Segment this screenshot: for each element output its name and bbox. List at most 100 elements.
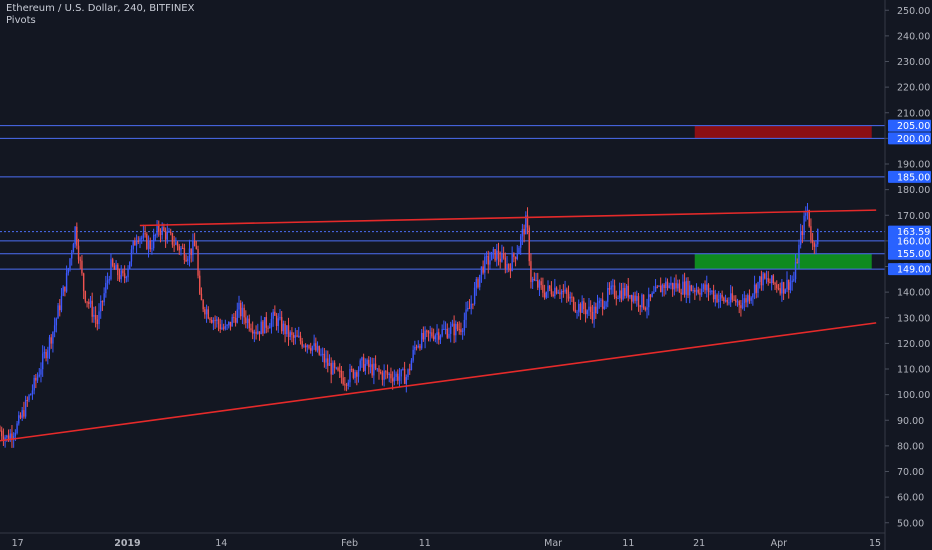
candle-body [115, 264, 117, 270]
candle-body [250, 328, 252, 331]
time-tick-label: 21 [693, 538, 705, 549]
candle-body [772, 275, 775, 284]
candle-body [403, 368, 406, 384]
candle-body [644, 308, 647, 310]
candle-body [164, 230, 167, 240]
candle-body [514, 256, 517, 259]
candle-body [279, 317, 281, 319]
candle-body [47, 350, 49, 359]
candle-body [129, 261, 131, 269]
candle-body [598, 300, 600, 304]
candle-body [262, 321, 264, 334]
candle-body [395, 373, 397, 377]
price-tick-label: 250.00 [897, 6, 930, 17]
candle-body [762, 273, 764, 286]
time-tick-label: 14 [215, 538, 227, 549]
candle-body [508, 263, 510, 269]
candle-body [320, 354, 322, 356]
time-axis[interactable]: 17 2019 14 Feb 11 Mar 11 21 Apr 15 [0, 532, 885, 549]
candle-body [299, 335, 302, 342]
candle-body [207, 309, 209, 319]
candle-body [204, 309, 206, 315]
candle-body [767, 278, 769, 282]
candle-body [608, 288, 611, 290]
candle-body [265, 317, 268, 328]
candle-body [706, 284, 708, 291]
candle-body [105, 282, 107, 294]
candle-body [735, 299, 737, 303]
candle-body [518, 247, 520, 254]
candle-body [190, 248, 192, 255]
candle-body [400, 369, 402, 377]
candle-body [135, 241, 138, 246]
candle-body [94, 314, 97, 320]
candle-body [451, 323, 454, 327]
candle-body [438, 332, 440, 340]
candle-body [581, 301, 583, 313]
candle-body [494, 249, 496, 261]
candle-body [296, 335, 298, 337]
candle-body [161, 227, 163, 235]
candle-body [641, 294, 643, 308]
candle-body [615, 296, 617, 299]
candle-body [28, 395, 30, 401]
candle-body [43, 351, 46, 354]
candles-layer [0, 202, 819, 448]
candle-body [482, 266, 484, 273]
candle-body [98, 311, 100, 325]
candle-body [234, 317, 237, 323]
candle-body [537, 279, 539, 288]
price-badge [888, 119, 931, 132]
candle-body [571, 296, 573, 298]
candle-body [340, 370, 343, 378]
candle-body [666, 281, 669, 288]
candle-body [111, 259, 114, 266]
candle-body [67, 268, 69, 274]
candle-body [195, 246, 198, 250]
candle-body [750, 297, 752, 301]
candle-body [366, 359, 368, 365]
candle-body [59, 305, 61, 311]
candle-body [132, 240, 134, 250]
price-tick-label: 50.00 [897, 518, 924, 529]
candle-body [371, 364, 373, 376]
candle-body [760, 276, 763, 286]
time-tick-label: Feb [341, 538, 358, 549]
candle-body [784, 289, 787, 294]
candle-body [461, 330, 464, 333]
candle-body [470, 303, 472, 309]
candle-body [120, 270, 122, 280]
candle-body [455, 323, 457, 336]
candle-body [123, 273, 126, 279]
time-tick-label: Mar [544, 538, 562, 549]
candle-body [550, 288, 553, 295]
candle-body [738, 301, 740, 306]
candle-body [697, 289, 699, 293]
price-tick-label: 180.00 [897, 185, 930, 196]
candle-body [298, 335, 300, 337]
candle-body [79, 259, 81, 261]
candle-body [677, 283, 679, 289]
candle-body [567, 294, 570, 299]
candle-body [552, 294, 554, 297]
candle-body [555, 287, 558, 294]
candle-body [711, 290, 713, 292]
candle-body [443, 328, 445, 330]
candle-body [566, 289, 568, 295]
candle-body [178, 246, 180, 251]
candle-body [619, 290, 621, 299]
candle-body [313, 343, 315, 347]
candle-body [743, 298, 746, 304]
candle-body [402, 368, 404, 370]
candle-body [202, 300, 204, 310]
candle-body [642, 294, 645, 309]
candle-body [390, 373, 392, 379]
candle-body [257, 331, 259, 334]
candle-body [663, 284, 665, 289]
candle-body [45, 351, 47, 359]
candle-body [589, 306, 592, 312]
candle-body [134, 240, 136, 246]
price-badge [888, 170, 931, 183]
